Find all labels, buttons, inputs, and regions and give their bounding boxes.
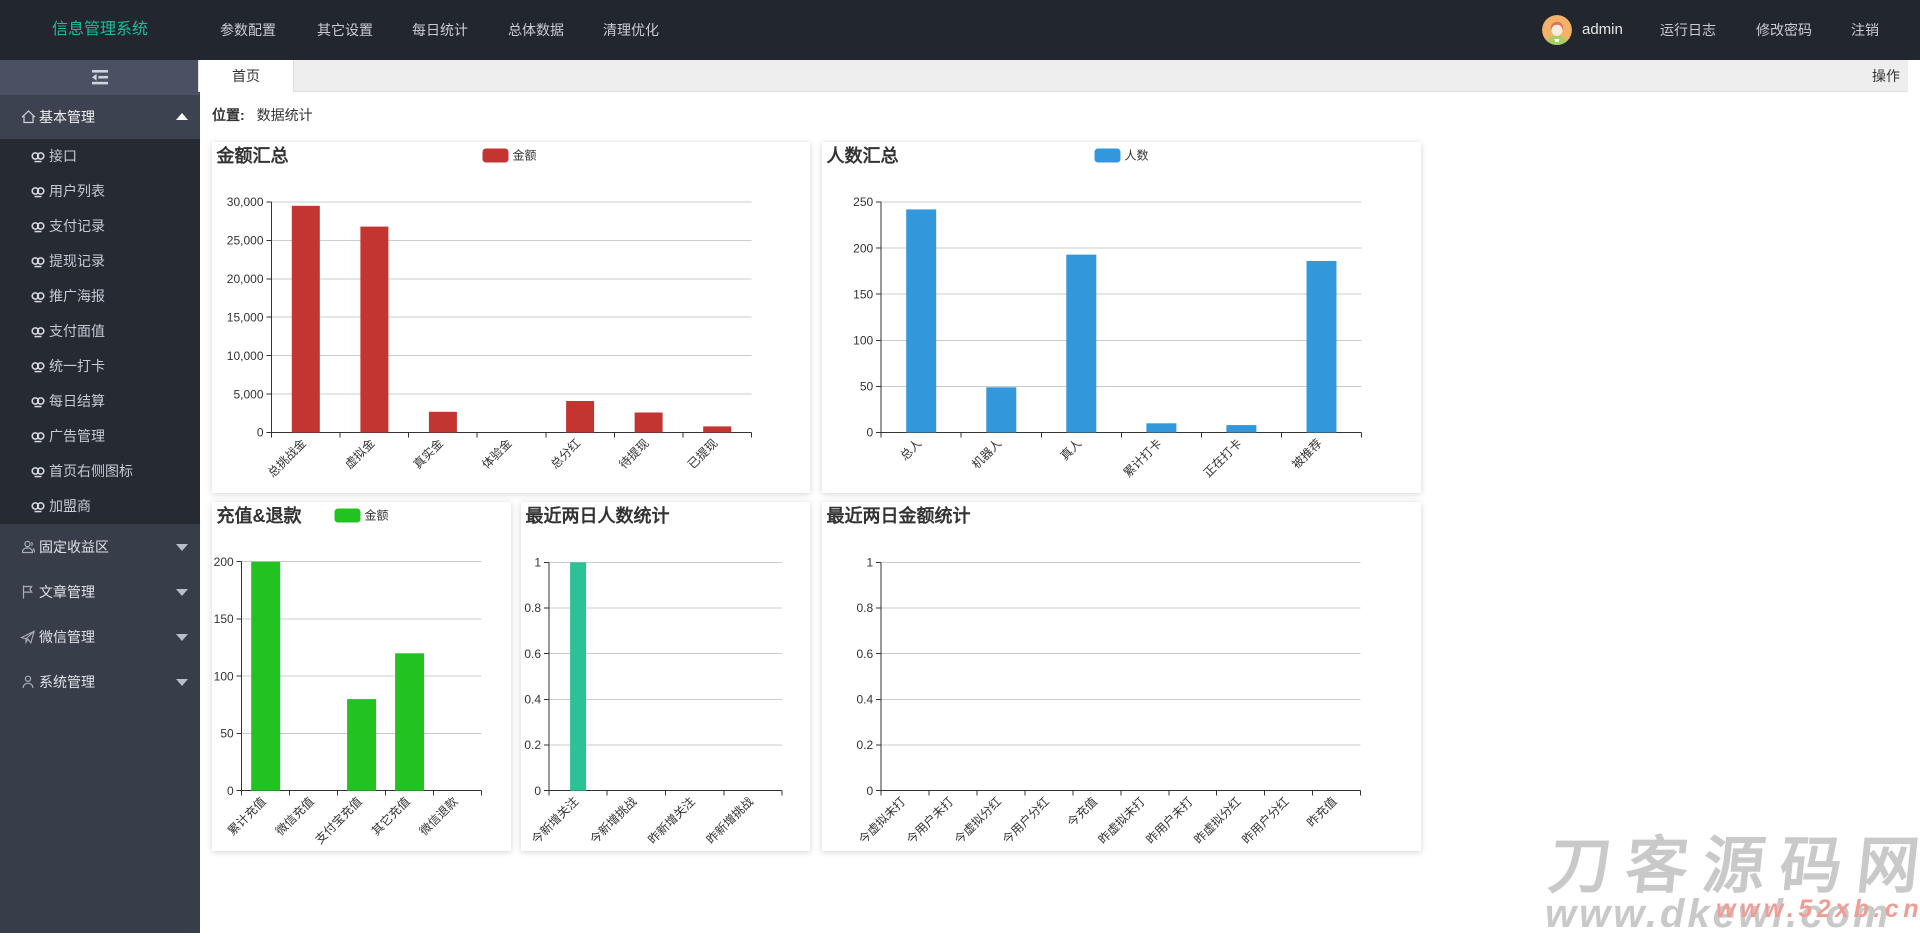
svg-text:50: 50 [220, 727, 234, 741]
svg-text:0: 0 [866, 425, 873, 439]
svg-text:200: 200 [853, 241, 873, 255]
svg-text:昨虚拟分红: 昨虚拟分红 [1190, 794, 1243, 847]
svg-text:昨新增关注: 昨新增关注 [645, 794, 698, 847]
svg-text:人数: 人数 [1124, 147, 1148, 162]
svg-text:20,000: 20,000 [226, 272, 263, 286]
svg-text:机器人: 机器人 [969, 436, 1004, 471]
svg-text:微信退款: 微信退款 [416, 794, 460, 838]
svg-text:今新增挑战: 今新增挑战 [586, 794, 639, 847]
svg-text:0.6: 0.6 [524, 647, 541, 661]
svg-text:0: 0 [534, 784, 541, 798]
svg-text:其它充值: 其它充值 [368, 794, 413, 839]
svg-text:150: 150 [853, 287, 873, 301]
svg-text:昨新增挑战: 昨新增挑战 [703, 794, 756, 847]
svg-text:被推荐: 被推荐 [1289, 436, 1324, 471]
svg-text:今用户分红: 今用户分红 [999, 794, 1052, 847]
svg-text:100: 100 [853, 333, 873, 347]
svg-text:金额: 金额 [364, 508, 388, 523]
svg-text:200: 200 [213, 555, 233, 569]
svg-text:0: 0 [227, 784, 234, 798]
svg-text:今虚拟未打: 今虚拟未打 [855, 794, 908, 847]
svg-text:今虚拟分红: 今虚拟分红 [951, 794, 1004, 847]
svg-text:待提现: 待提现 [615, 435, 651, 471]
svg-text:微信充值: 微信充值 [272, 794, 317, 839]
svg-text:0.8: 0.8 [524, 601, 541, 615]
svg-text:1: 1 [534, 556, 541, 570]
svg-text:0.4: 0.4 [524, 693, 541, 707]
svg-text:累计打卡: 累计打卡 [1120, 436, 1164, 480]
svg-text:100: 100 [213, 669, 233, 683]
svg-text:最近两日金额统计: 最近两日金额统计 [826, 505, 970, 526]
svg-text:0.2: 0.2 [856, 738, 873, 752]
svg-text:1: 1 [866, 556, 873, 570]
svg-text:5,000: 5,000 [233, 387, 263, 401]
svg-text:虚拟金: 虚拟金 [341, 435, 377, 471]
svg-text:250: 250 [853, 195, 873, 209]
svg-text:支付宝充值: 支付宝充值 [311, 794, 364, 847]
svg-text:今充值: 今充值 [1063, 794, 1099, 830]
svg-text:金额汇总: 金额汇总 [215, 145, 288, 166]
svg-text:充值&退款: 充值&退款 [216, 505, 302, 526]
svg-text:正在打卡: 正在打卡 [1200, 436, 1244, 480]
svg-text:人数汇总: 人数汇总 [826, 145, 898, 166]
svg-text:总人: 总人 [897, 436, 924, 463]
svg-text:0.6: 0.6 [856, 647, 873, 661]
svg-text:体验金: 体验金 [478, 435, 514, 471]
svg-text:0: 0 [256, 425, 263, 439]
svg-text:真人: 真人 [1057, 436, 1084, 463]
svg-text:25,000: 25,000 [226, 233, 263, 247]
svg-text:昨用户未打: 昨用户未打 [1142, 794, 1195, 847]
svg-text:金额: 金额 [512, 147, 536, 162]
svg-text:0.2: 0.2 [524, 738, 541, 752]
svg-text:30,000: 30,000 [226, 195, 263, 209]
svg-text:累计充值: 累计充值 [224, 794, 269, 839]
svg-text:50: 50 [859, 379, 873, 393]
svg-text:昨用户分红: 昨用户分红 [1238, 794, 1291, 847]
svg-text:今新增关注: 今新增关注 [528, 794, 581, 847]
svg-text:0.4: 0.4 [856, 693, 873, 707]
svg-text:昨充值: 昨充值 [1303, 794, 1339, 830]
svg-text:今用户未打: 今用户未打 [903, 794, 956, 847]
svg-text:昨虚拟未打: 昨虚拟未打 [1095, 794, 1147, 846]
svg-text:15,000: 15,000 [226, 310, 263, 324]
svg-text:已提现: 已提现 [684, 435, 720, 471]
svg-text:150: 150 [213, 612, 233, 626]
svg-text:10,000: 10,000 [226, 348, 263, 362]
svg-text:最近两日人数统计: 最近两日人数统计 [526, 505, 670, 526]
svg-text:0: 0 [866, 784, 873, 798]
svg-text:总挑战金: 总挑战金 [264, 435, 309, 480]
svg-text:总分红: 总分红 [547, 435, 583, 471]
svg-text:0.8: 0.8 [856, 601, 873, 615]
svg-text:真实金: 真实金 [409, 435, 445, 471]
